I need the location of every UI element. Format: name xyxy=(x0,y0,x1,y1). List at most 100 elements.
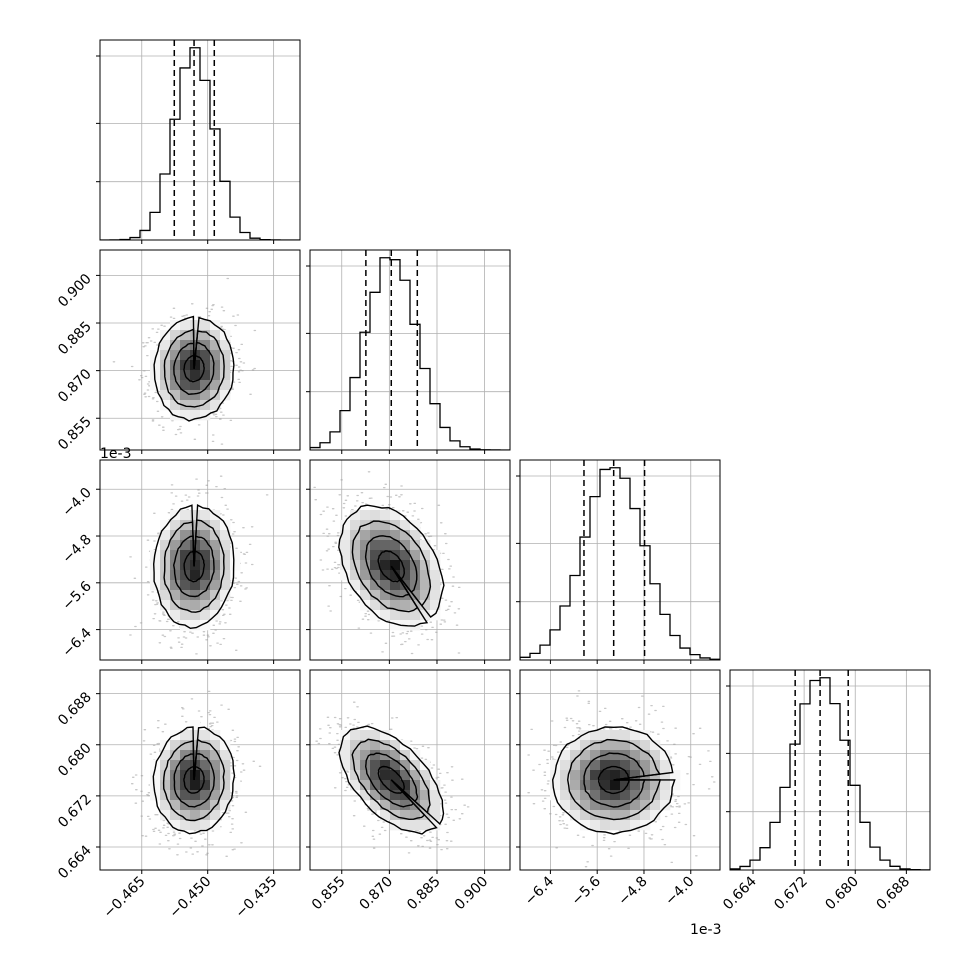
density-cell xyxy=(180,540,191,551)
density-cell xyxy=(180,820,191,831)
density-cell xyxy=(370,540,381,551)
contour-level-1 xyxy=(364,535,418,598)
density-cell xyxy=(190,400,201,411)
density-cell xyxy=(560,800,571,811)
x-tick-label: −0.450 xyxy=(167,874,215,922)
density-cell xyxy=(170,780,181,791)
density-cell xyxy=(200,550,211,561)
density-cell xyxy=(430,780,441,791)
density-cell xyxy=(200,610,211,621)
y-tick-label: −5.6 xyxy=(59,578,94,613)
density-cell xyxy=(400,610,411,621)
density-cell xyxy=(200,730,211,741)
density-cell xyxy=(580,760,591,771)
density-cell xyxy=(200,600,211,611)
density-cell xyxy=(410,590,421,601)
contour-panel-2-1 xyxy=(306,459,511,664)
density-cell xyxy=(560,770,571,781)
density-cell xyxy=(170,790,181,801)
density-cell xyxy=(380,520,391,531)
density-cell xyxy=(190,620,201,631)
density-cell xyxy=(590,730,601,741)
density-cell xyxy=(340,550,351,561)
density-cell xyxy=(170,740,181,751)
density-cell xyxy=(170,390,181,401)
density-cell xyxy=(160,750,171,761)
density-cell xyxy=(170,590,181,601)
density-cell xyxy=(210,810,221,821)
density-cell xyxy=(370,510,381,521)
panel-frame xyxy=(729,669,931,871)
density-cell xyxy=(170,770,181,781)
density-cell xyxy=(600,740,611,751)
density-cell xyxy=(390,760,401,771)
density-cell xyxy=(200,560,211,571)
density-cell xyxy=(150,560,161,571)
density-cell xyxy=(390,510,401,521)
x-tick-label: −6.4 xyxy=(522,873,557,908)
density-cell xyxy=(350,510,361,521)
density-cell xyxy=(180,810,191,821)
density-cell xyxy=(220,770,231,781)
density-cell xyxy=(190,520,201,531)
density-cell xyxy=(180,320,191,331)
density-cell xyxy=(380,760,391,771)
density-cell xyxy=(370,730,381,741)
density-cell xyxy=(190,370,201,381)
density-cell xyxy=(220,580,231,591)
density-cell xyxy=(200,820,211,831)
density-cell xyxy=(610,730,621,741)
y-offset-text: 1e-3 xyxy=(100,446,131,462)
density-cell xyxy=(160,360,171,371)
density-cell xyxy=(370,530,381,541)
density-cell xyxy=(180,600,191,611)
density-cell xyxy=(610,770,621,781)
density-cell xyxy=(170,340,181,351)
density-cell xyxy=(560,750,571,761)
density-cell xyxy=(390,750,401,761)
density-cell xyxy=(360,770,371,781)
density-cell xyxy=(560,780,571,791)
density-cell xyxy=(360,750,371,761)
density-cell xyxy=(620,800,631,811)
density-cell xyxy=(650,750,661,761)
density-cell xyxy=(170,550,181,561)
density-cell xyxy=(400,540,411,551)
density-cell xyxy=(190,740,201,751)
density-cell xyxy=(340,540,351,551)
density-cell xyxy=(170,400,181,411)
contour-level-0 xyxy=(183,354,205,383)
density-cell xyxy=(640,780,651,791)
density-cell xyxy=(370,610,381,621)
density-cell xyxy=(390,790,401,801)
density-cell xyxy=(670,780,681,791)
y-tick-label: 0.664 xyxy=(55,842,95,882)
density-cell xyxy=(640,740,651,751)
x-tick-label: 0.672 xyxy=(771,874,811,914)
density-cell xyxy=(200,570,211,581)
density-cell xyxy=(160,780,171,791)
x-offset-text: 1e-3 xyxy=(690,922,721,938)
density-cell xyxy=(390,770,401,781)
density-cell xyxy=(420,610,431,621)
density-cell xyxy=(200,590,211,601)
density-cell xyxy=(390,610,401,621)
density-cell xyxy=(620,820,631,831)
x-tick-label: 0.900 xyxy=(452,874,492,914)
histogram-panel-1 xyxy=(306,249,511,454)
density-cell xyxy=(180,740,191,751)
density-cell xyxy=(410,520,421,531)
density-cell xyxy=(200,350,211,361)
x-tick-label: −0.435 xyxy=(233,874,281,922)
density-cell xyxy=(550,760,561,771)
density-cell xyxy=(390,570,401,581)
density-cell xyxy=(160,350,171,361)
density-cell xyxy=(170,760,181,771)
density-cell xyxy=(210,790,221,801)
density-cell xyxy=(420,790,431,801)
density-cell xyxy=(220,540,231,551)
density-cell xyxy=(190,600,201,611)
density-cell xyxy=(180,730,191,741)
contour-panel-3-1: 0.855 0.870 0.885 0.900 xyxy=(306,669,511,914)
contour-level-0 xyxy=(183,765,205,794)
